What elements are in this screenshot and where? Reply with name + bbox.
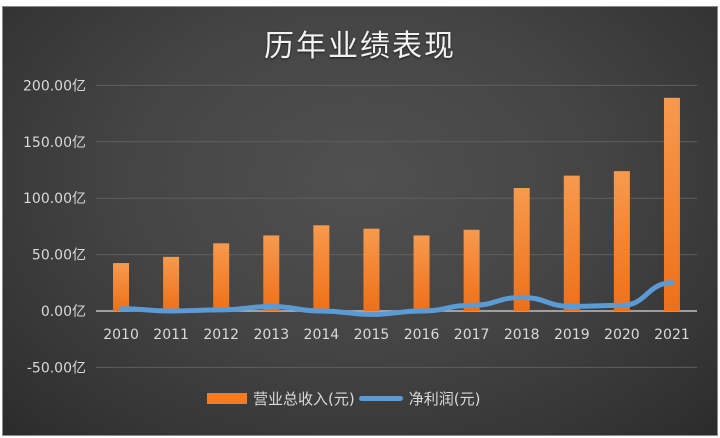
revenue-bar[interactable]: [313, 225, 330, 311]
revenue-bar[interactable]: [613, 171, 630, 311]
x-tick-label: 2015: [354, 327, 390, 343]
y-tick-label: 50.00亿: [32, 248, 86, 264]
x-tick-label: 2013: [253, 327, 289, 343]
y-tick-label: 100.00亿: [23, 191, 86, 207]
x-tick-label: 2012: [203, 327, 239, 343]
y-tick-label: 200.00亿: [23, 78, 86, 94]
legend: 营业总收入(元) 净利润(元): [207, 388, 480, 409]
x-tick-label: 2018: [504, 327, 540, 343]
y-tick-label: -50.00亿: [27, 360, 86, 376]
chart-title: 历年业绩表现: [264, 29, 456, 64]
revenue-bar[interactable]: [213, 243, 230, 311]
net-profit-line[interactable]: [118, 280, 675, 317]
revenue-bar[interactable]: [113, 263, 130, 311]
x-tick-label: 2019: [554, 327, 590, 343]
revenue-bar[interactable]: [513, 188, 530, 311]
revenue-bar[interactable]: [363, 228, 380, 311]
x-tick-label: 2011: [153, 327, 189, 343]
revenue-bar[interactable]: [263, 235, 280, 311]
revenue-bar[interactable]: [463, 229, 480, 311]
revenue-swatch-icon: [207, 393, 247, 404]
revenue-bar[interactable]: [563, 175, 580, 311]
x-tick-label: 2017: [454, 327, 490, 343]
revenue-bar[interactable]: [663, 97, 680, 311]
x-tick-label: 2014: [304, 327, 340, 343]
y-tick-label: 0.00亿: [41, 304, 86, 320]
profit-swatch-icon: [358, 396, 403, 401]
revenue-bar[interactable]: [163, 256, 180, 311]
x-tick-label: 2021: [654, 327, 690, 343]
legend-item-profit[interactable]: 净利润(元): [355, 388, 481, 409]
x-tick-label: 2020: [604, 327, 640, 343]
chart-frame: 历年业绩表现: [2, 6, 718, 436]
revenue-bar[interactable]: [413, 235, 430, 311]
x-tick-label: 2010: [103, 327, 139, 343]
x-tick-label: 2016: [404, 327, 440, 343]
legend-label-profit: 净利润(元): [408, 390, 481, 408]
legend-label-revenue: 营业总收入(元): [253, 390, 355, 408]
legend-item-revenue[interactable]: 营业总收入(元): [207, 388, 355, 409]
y-tick-label: 150.00亿: [23, 135, 86, 151]
